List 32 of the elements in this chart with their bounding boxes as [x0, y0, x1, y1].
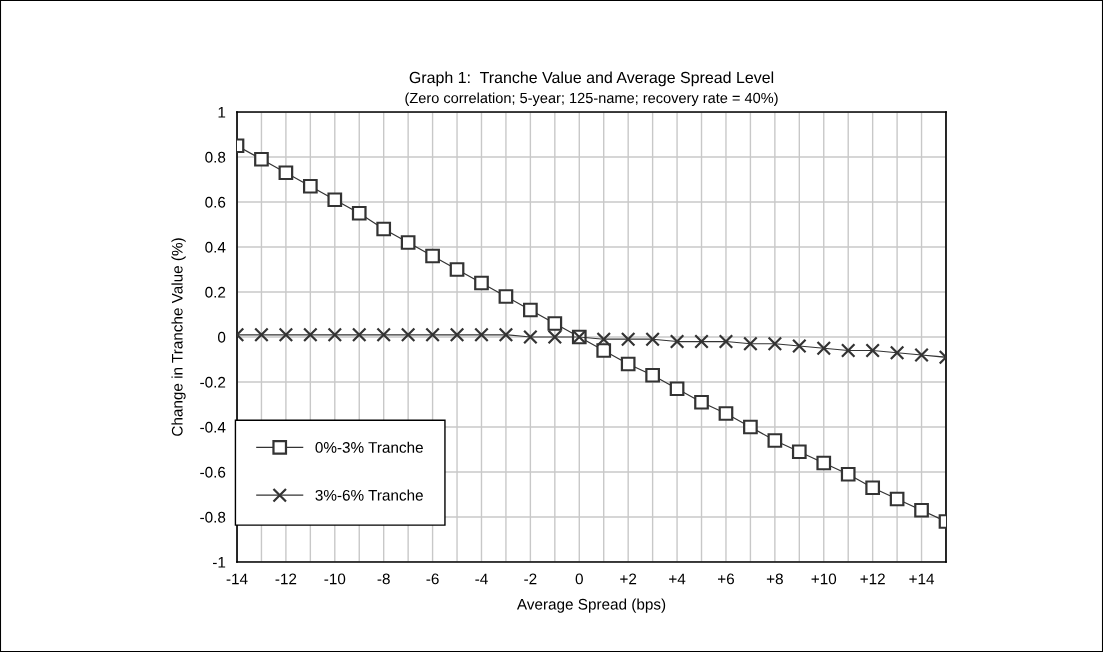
- x-tick-label: +8: [766, 573, 783, 585]
- legend-label: 3%-6% Tranche: [315, 489, 423, 501]
- y-tick-label: 0.8: [205, 151, 226, 163]
- x-tick-label: +10: [811, 573, 837, 585]
- x-tick-label: +6: [718, 573, 734, 585]
- y-tick-label: 0.6: [205, 196, 226, 208]
- y-tick-label: -0.6: [200, 466, 226, 478]
- y-tick-label: 1: [218, 107, 226, 118]
- x-tick-label: +14: [909, 573, 935, 585]
- x-tick-label: -8: [377, 573, 390, 585]
- x-tick-label: -2: [524, 573, 537, 585]
- y-tick-label: -0.4: [200, 421, 226, 433]
- y-tick-label: 0: [217, 331, 226, 343]
- y-tick-label: -1: [212, 557, 226, 568]
- x-tick-label: -10: [324, 573, 346, 585]
- x-tick-label: +2: [620, 573, 637, 585]
- x-tick-label: -14: [226, 573, 248, 585]
- y-tick-label: 0.4: [205, 241, 226, 253]
- x-tick-label: -6: [426, 573, 439, 585]
- y-tick-label: 0.2: [205, 286, 226, 298]
- x-tick-label: -12: [275, 573, 297, 585]
- x-tick-label: -4: [475, 573, 488, 585]
- legend-label: 0%-3% Tranche: [315, 441, 423, 453]
- y-axis-title: Change in Tranche Value (%): [171, 238, 186, 436]
- y-tick-label: -0.2: [200, 376, 226, 388]
- x-tick-label: 0: [575, 573, 583, 585]
- x-tick-label: +12: [860, 573, 885, 585]
- chart-subtitle: (Zero correlation; 5-year; 125-name; recovery rate = 40%): [405, 92, 778, 107]
- x-tick-label: +4: [669, 573, 686, 585]
- chart-title: Graph 1: Tranche Value and Average Spread Level: [409, 71, 774, 87]
- x-axis-title: Average Spread (bps): [516, 598, 666, 613]
- y-tick-label: -0.8: [200, 511, 226, 523]
